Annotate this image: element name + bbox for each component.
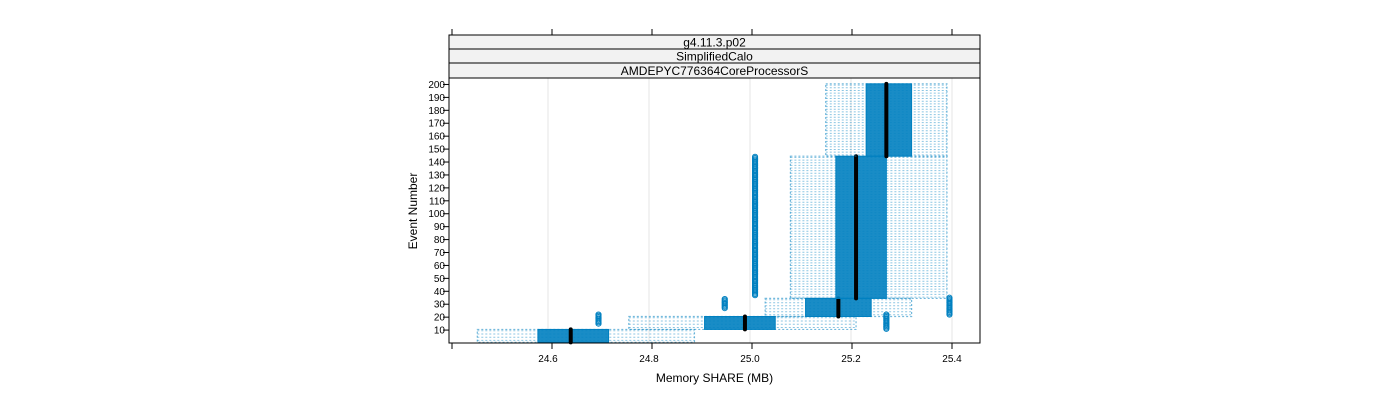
strip-label-1: g4.11.3.p02	[683, 36, 746, 50]
y-tick-label-9: 100	[428, 209, 445, 220]
strip-header: g4.11.3.p02 SimplifiedCalo AMDEPYC776364…	[448, 34, 981, 79]
iqr-box-0	[537, 328, 610, 343]
y-tick-label-2: 30	[434, 300, 446, 311]
x-tick-label-3: 25.2	[841, 354, 861, 365]
iqr-box-4	[865, 83, 913, 157]
y-tick-label-15: 160	[428, 132, 445, 143]
x-tick-label-4: 25.4	[942, 354, 962, 365]
outlier-point	[883, 311, 890, 318]
strip-label-3: AMDEPYC776364CoreProcessorS	[621, 64, 808, 78]
y-tick-label-19: 200	[428, 80, 445, 91]
outlier-group-0	[595, 311, 602, 327]
outlier-point	[946, 294, 953, 301]
outlier-group-1	[721, 295, 728, 312]
x-tick-label-2: 25.0	[740, 354, 760, 365]
outlier-group-2	[751, 153, 759, 299]
y-tick-label-3: 40	[434, 287, 446, 298]
y-tick-label-18: 190	[428, 93, 445, 104]
y-tick-label-7: 80	[434, 235, 446, 246]
y-tick-label-14: 150	[428, 145, 445, 156]
y-tick-label-10: 110	[429, 196, 445, 207]
outlier-point	[751, 153, 759, 160]
y-tick-label-12: 130	[428, 170, 445, 181]
y-axis-title: Event Number	[406, 173, 420, 250]
iqr-box-1	[704, 316, 776, 330]
outlier-group-4	[946, 294, 953, 318]
y-tick-label-13: 140	[428, 158, 445, 169]
y-tick-label-8: 90	[434, 222, 446, 233]
outlier-point	[721, 295, 728, 303]
x-tick-label-1: 24.8	[639, 354, 659, 365]
iqr-box-3	[835, 155, 887, 299]
y-tick-label-17: 180	[428, 106, 445, 117]
strip-label-2: SimplifiedCalo	[676, 50, 753, 64]
y-tick-label-1: 20	[434, 313, 446, 324]
y-tick-label-11: 120	[428, 183, 445, 194]
outlier-group-3	[883, 311, 890, 332]
x-tick-label-0: 24.6	[538, 354, 558, 365]
x-axis: 24.6 24.8 25.0 25.2 25.4	[451, 29, 980, 365]
x-axis-title: Memory SHARE (MB)	[656, 371, 773, 385]
y-tick-label-5: 60	[434, 261, 446, 272]
box-marks	[476, 81, 953, 345]
y-tick-label-0: 10	[434, 326, 446, 337]
y-tick-label-6: 70	[434, 248, 446, 259]
outlier-point	[595, 311, 602, 318]
y-tick-label-4: 50	[434, 274, 446, 285]
y-tick-label-16: 170	[428, 119, 445, 130]
